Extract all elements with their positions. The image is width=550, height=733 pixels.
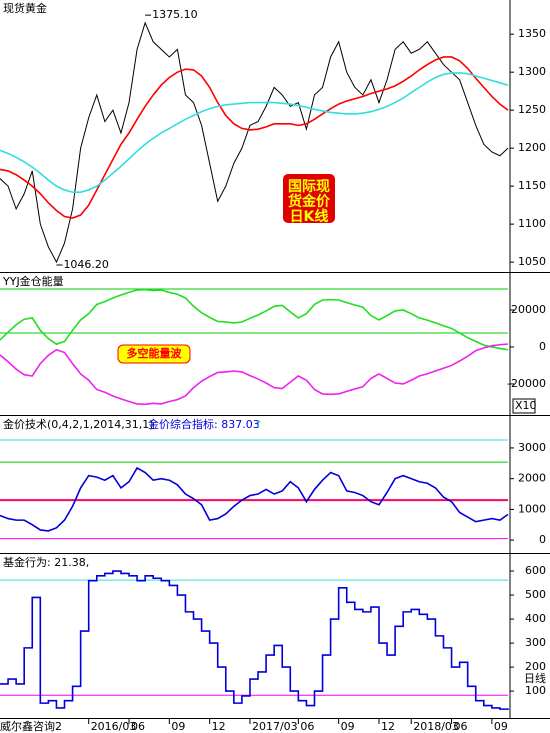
y-tick-label: 1150 — [518, 179, 546, 192]
panel-title: YYJ金仓能量 — [2, 274, 64, 288]
y-tick-label: 1350 — [518, 27, 546, 40]
annotation-label: 1046.20 — [63, 258, 109, 271]
badge-box — [283, 174, 335, 223]
x-tick-label: 12 — [381, 720, 395, 733]
badge-text: 日K线 — [290, 208, 329, 225]
axis-note-box — [512, 398, 536, 414]
y-tick-label: -20000 — [507, 377, 546, 390]
label-box-text: 多空能量波 — [127, 346, 183, 360]
y-tick-label: 200 — [525, 660, 546, 673]
x-tick-label: 06 — [131, 720, 145, 733]
label-box — [117, 344, 191, 364]
series-line — [0, 466, 509, 532]
y-tick-label: 1050 — [518, 255, 546, 268]
series-line — [0, 570, 509, 710]
period-label: 日线 — [524, 671, 546, 685]
series-line — [0, 56, 509, 219]
panel-title: 基金行为: 21.38, — [3, 555, 89, 569]
x-tick-label: 09 — [171, 720, 185, 733]
y-tick-label: 0 — [539, 340, 546, 353]
y-tick-label: 300 — [525, 636, 546, 649]
y-tick-label: 3000 — [518, 441, 546, 454]
y-tick-label: 20000 — [511, 303, 546, 316]
panel-title: 金价技术(0,4,2,1,2014,31,1) — [3, 417, 154, 431]
x-tick-label: 2018/03 — [413, 720, 459, 733]
series-line — [0, 21, 509, 264]
y-tick-label: 1250 — [518, 103, 546, 116]
y-tick-label: 400 — [525, 612, 546, 625]
y-tick-label: 1100 — [518, 217, 546, 230]
series-line — [0, 288, 509, 351]
badge-text: 货金价 — [287, 193, 331, 210]
y-tick-label: 600 — [525, 564, 546, 577]
x-tick-label: 09 — [494, 720, 508, 733]
badge-text: 国际现 — [288, 179, 330, 195]
y-tick-label: 100 — [525, 684, 546, 697]
x-tick-label: 2017/03 — [252, 720, 298, 733]
y-tick-label: 2000 — [518, 472, 546, 485]
y-tick-label: 0 — [539, 533, 546, 546]
y-tick-label: 1300 — [518, 65, 546, 78]
x-tick-label: 12 — [212, 720, 226, 733]
indicator-arrow: ↑ — [254, 418, 263, 431]
y-tick-label: 1200 — [518, 141, 546, 154]
axis-note: X10 — [515, 399, 537, 412]
series-line — [0, 72, 509, 194]
annotation-label: 1375.10 — [152, 8, 198, 21]
x-tick-label: 2016/03 — [91, 720, 137, 733]
source-label: 威尔鑫咨询2 — [0, 719, 62, 733]
x-tick-label: 06 — [454, 720, 468, 733]
panel-title: 现货黄金 — [3, 1, 47, 15]
series-line — [0, 343, 509, 406]
x-tick-label: 09 — [341, 720, 355, 733]
indicator-label: 金价综合指标: 837.03 — [148, 417, 260, 431]
y-tick-label: 500 — [525, 588, 546, 601]
x-tick-label: 06 — [300, 720, 314, 733]
y-tick-label: 1000 — [518, 502, 546, 515]
